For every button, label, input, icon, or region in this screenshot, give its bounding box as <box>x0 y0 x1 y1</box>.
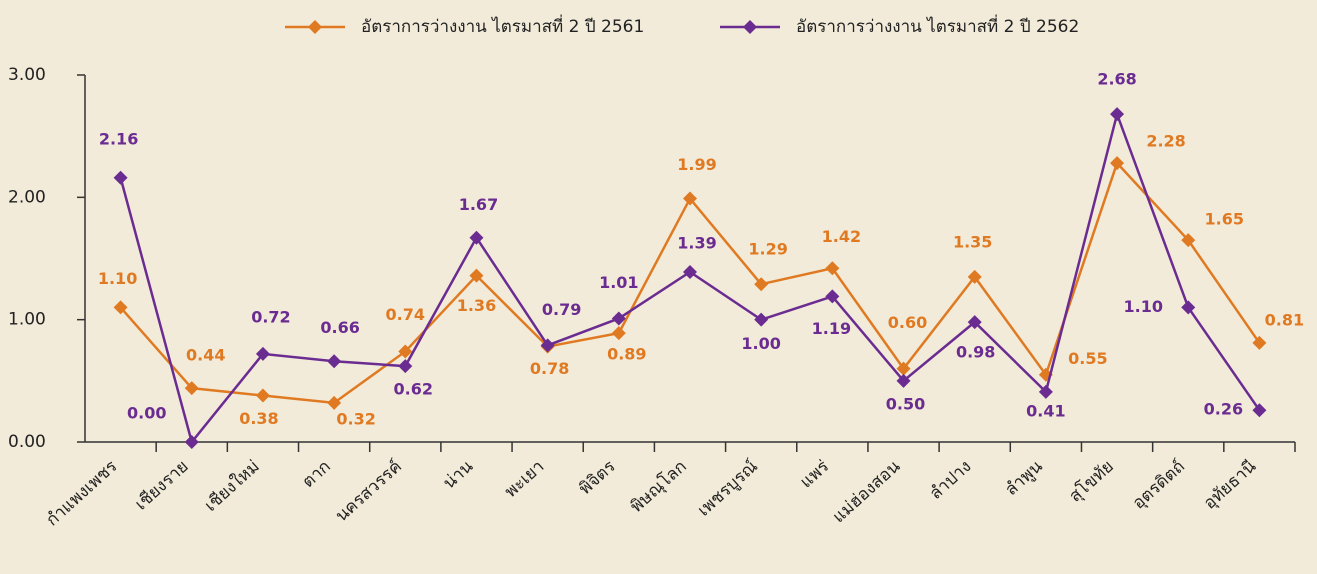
data-point <box>1252 403 1267 418</box>
data-label: 1.42 <box>822 227 861 246</box>
data-label: 2.28 <box>1146 132 1185 151</box>
data-point <box>825 261 840 276</box>
data-point <box>611 311 626 326</box>
data-point <box>967 269 982 284</box>
x-tick-label: ลำพูน <box>1001 456 1046 500</box>
x-tick-label: เชียงใหม่ <box>200 456 263 516</box>
data-label: 0.41 <box>1026 401 1065 420</box>
data-point <box>1181 233 1196 248</box>
y-tick-label: 1.00 <box>8 310 46 330</box>
data-label: 1.19 <box>812 319 851 338</box>
x-tick-label: ตาก <box>298 457 334 493</box>
data-label: 1.01 <box>599 273 638 292</box>
data-point <box>896 361 911 376</box>
data-label: 0.38 <box>239 409 278 428</box>
data-point <box>683 191 697 206</box>
legend-label: อัตราการว่างงาน ไตรมาสที่ 2 ปี 2562 <box>796 14 1079 37</box>
data-label: 0.60 <box>888 313 927 332</box>
x-tick-label: พะเยา <box>501 457 548 502</box>
x-tick-label: เชียงราย <box>131 457 192 515</box>
data-label: 1.39 <box>677 233 716 252</box>
data-point <box>255 388 270 403</box>
data-point <box>113 170 128 185</box>
data-point <box>184 381 199 396</box>
x-tick-label: สุโขทัย <box>1065 456 1118 507</box>
data-point <box>754 277 769 292</box>
data-point <box>1038 384 1053 399</box>
data-point <box>540 338 555 353</box>
data-label: 0.50 <box>886 394 925 413</box>
data-label: 1.10 <box>1123 297 1162 316</box>
data-label: 0.66 <box>320 318 359 337</box>
legend-marker <box>308 20 322 34</box>
legend-label: อัตราการว่างงาน ไตรมาสที่ 2 ปี 2561 <box>361 14 644 37</box>
data-label: 1.67 <box>459 195 498 214</box>
data-label: 1.35 <box>953 232 992 251</box>
data-point <box>1110 156 1125 171</box>
data-point <box>398 359 413 374</box>
data-point <box>327 354 342 369</box>
x-tick-label: พิจิตร <box>575 457 619 500</box>
data-point <box>683 264 697 279</box>
x-tick-label: อุตรดิตถ์ <box>1129 457 1189 514</box>
y-tick-label: 0.00 <box>8 432 46 452</box>
data-label: 1.65 <box>1204 210 1243 229</box>
data-label: 0.62 <box>394 380 433 399</box>
x-tick-label: ลำปาง <box>926 457 976 504</box>
data-point <box>113 300 128 315</box>
data-label: 1.99 <box>677 155 716 174</box>
data-label: 1.29 <box>748 240 787 259</box>
x-tick-label: แพร่ <box>796 457 833 493</box>
data-label: 1.36 <box>457 296 496 315</box>
data-label: 0.26 <box>1204 400 1243 419</box>
data-point <box>896 373 911 388</box>
x-tick-label: เพชรบูรณ์ <box>694 456 762 520</box>
data-point <box>1181 300 1196 315</box>
x-tick-label: พิษณุโลก <box>626 456 691 517</box>
legend-marker <box>743 20 757 34</box>
data-label: 0.44 <box>186 346 225 365</box>
data-point <box>967 315 982 330</box>
data-point <box>327 395 342 410</box>
data-label: 1.10 <box>98 269 137 288</box>
data-point <box>754 312 769 327</box>
x-tick-label: น่าน <box>439 456 477 493</box>
data-label: 0.78 <box>530 359 569 378</box>
data-point <box>398 344 413 359</box>
data-point <box>1110 107 1125 122</box>
data-point <box>184 435 199 449</box>
data-label: 0.72 <box>251 307 290 326</box>
x-tick-label: กำแพงเพชร <box>43 457 122 531</box>
data-point <box>1252 335 1267 350</box>
data-label: 0.32 <box>336 409 375 428</box>
data-label: 0.55 <box>1068 349 1107 368</box>
data-label: 0.81 <box>1265 310 1304 329</box>
data-label: 0.74 <box>386 305 425 324</box>
data-label: 0.98 <box>956 343 995 362</box>
data-point <box>825 289 840 304</box>
data-point <box>469 230 484 245</box>
data-point <box>255 346 270 361</box>
data-label: 2.68 <box>1097 70 1136 89</box>
data-label: 2.16 <box>99 129 138 148</box>
x-tick-label: นครสวรรค์ <box>332 457 406 527</box>
data-label: 1.00 <box>741 334 780 353</box>
data-label: 0.00 <box>127 404 166 423</box>
data-label: 0.89 <box>607 345 646 364</box>
y-tick-label: 2.00 <box>8 187 46 207</box>
data-label: 0.79 <box>542 300 581 319</box>
y-tick-label: 3.00 <box>8 65 46 85</box>
x-tick-label: อุทัยธานี <box>1200 456 1260 513</box>
x-tick-label: แม่ฮ่องสอน <box>829 456 905 527</box>
data-point <box>469 268 484 283</box>
data-point <box>611 326 626 341</box>
